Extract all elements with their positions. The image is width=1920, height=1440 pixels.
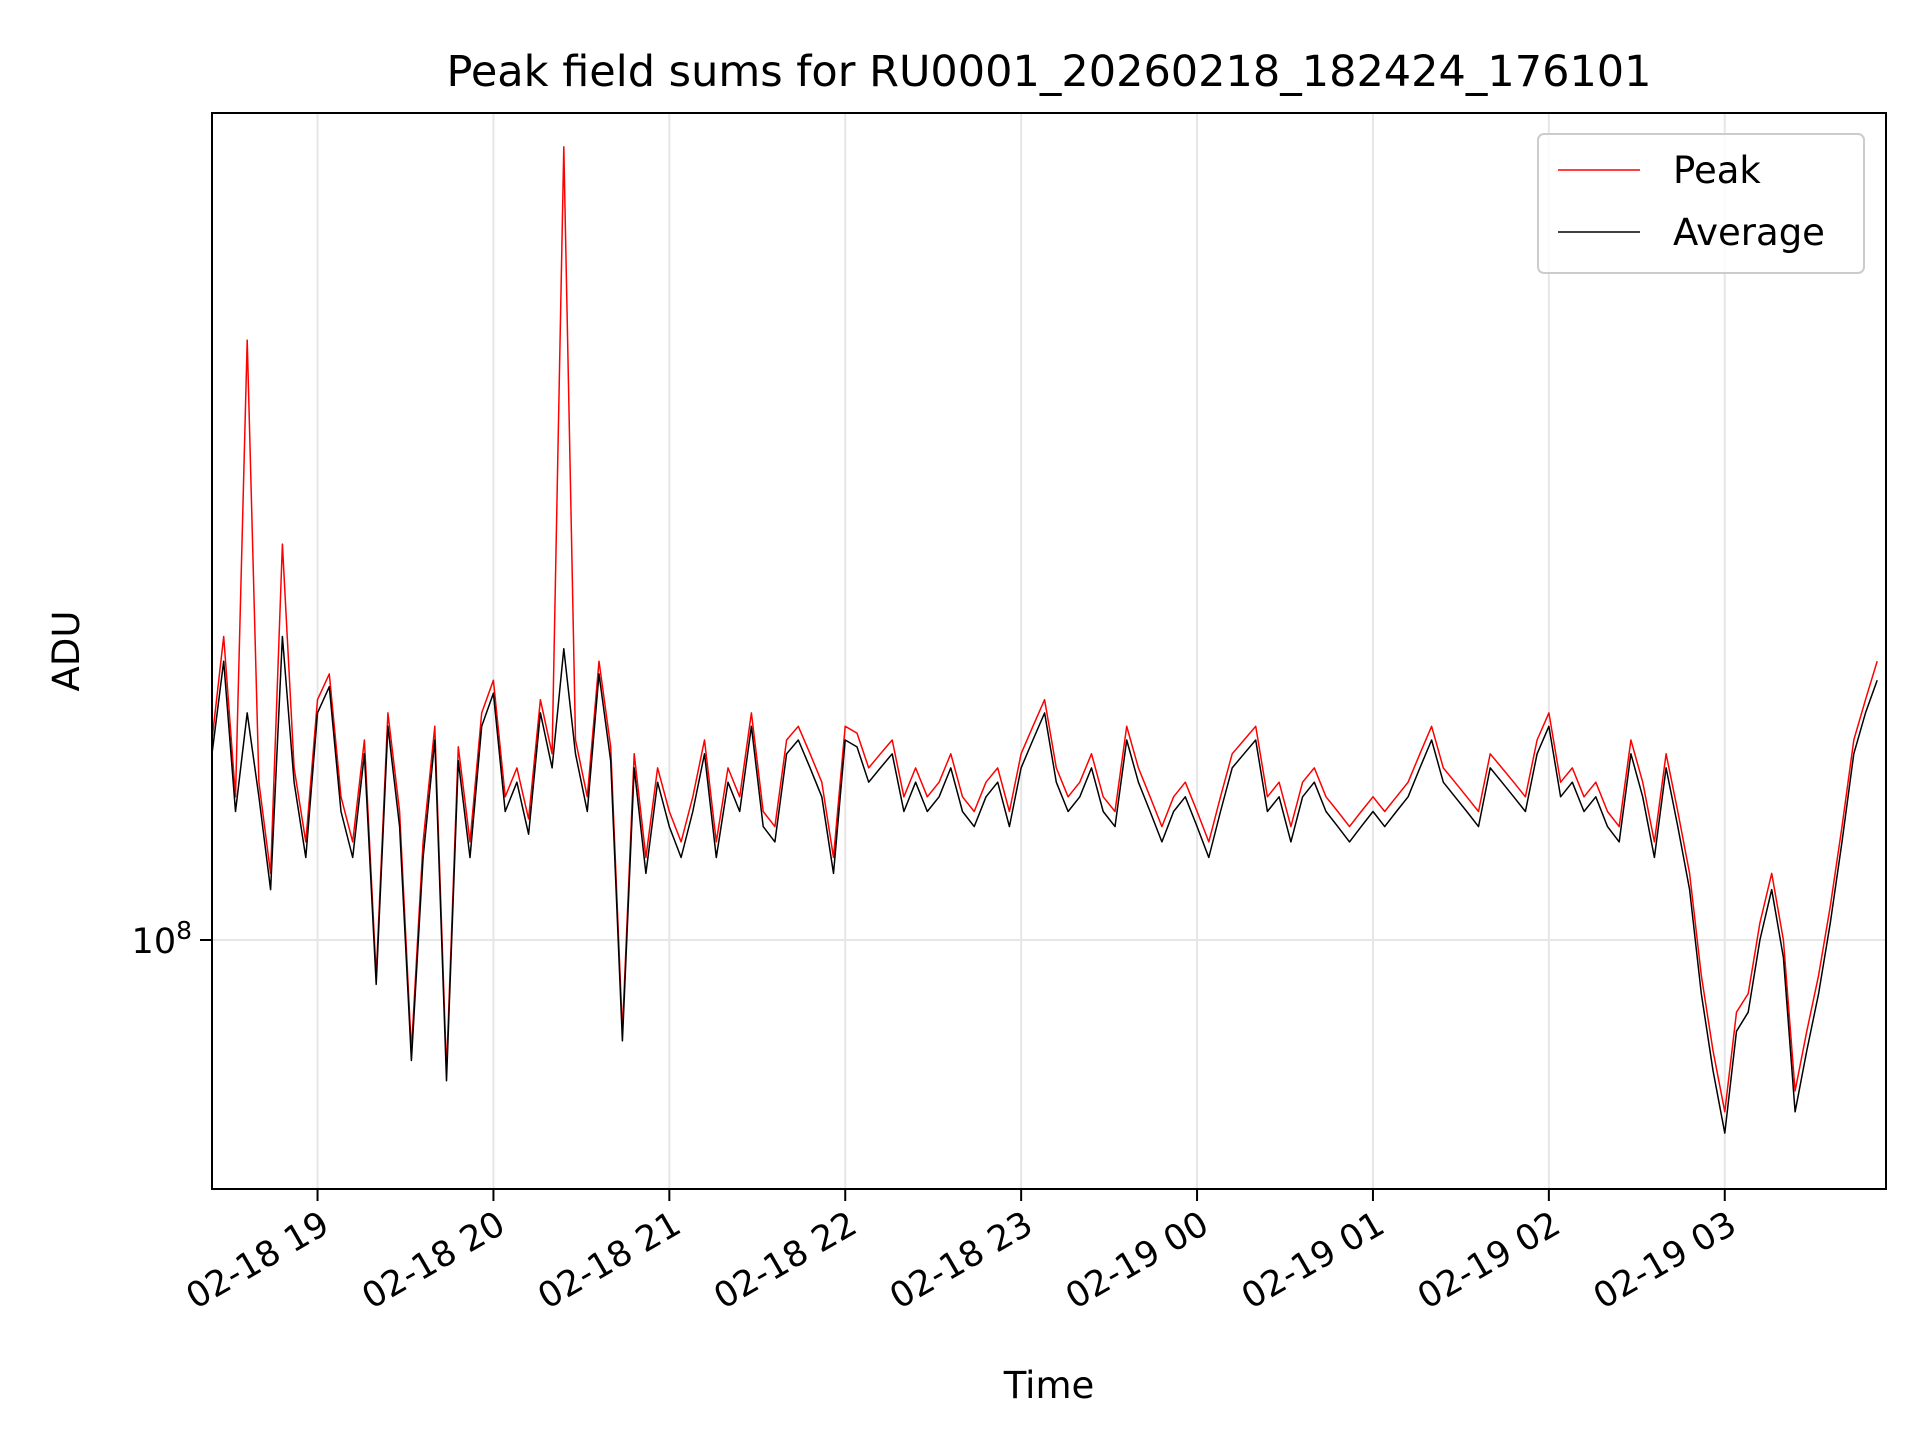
y-axis: 108: [132, 916, 212, 962]
chart-title: Peak field sums for RU0001_20260218_1824…: [446, 47, 1651, 97]
series-line-average: [211, 635, 1878, 1134]
series-layer: [211, 146, 1878, 1134]
x-axis-label: Time: [1003, 1364, 1095, 1407]
plot-frame: [211, 112, 1887, 1190]
y-axis-label: ADU: [45, 611, 88, 692]
legend-average-label: Average: [1673, 211, 1825, 254]
legend: Peak Average: [1537, 133, 1865, 274]
y-tick-label: 108: [132, 916, 192, 962]
legend-peak-label: Peak: [1673, 149, 1761, 192]
series-line-peak: [211, 146, 1878, 1113]
grid-layer: [212, 113, 1886, 1189]
legend-box: [1537, 133, 1865, 274]
